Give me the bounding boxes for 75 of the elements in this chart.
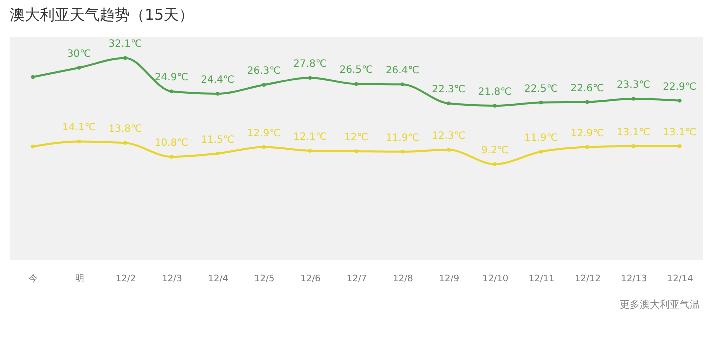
point (77, 66, 82, 70)
x-tick-label: 12/2 (116, 274, 136, 284)
x-tick-label: 12/6 (300, 274, 322, 284)
x-tick-label: 12/7 (346, 274, 368, 284)
point (308, 76, 312, 80)
x-tick-label: 今 (29, 274, 38, 284)
point (632, 144, 636, 148)
point (31, 144, 35, 149)
x-tick-label: 12/11 (528, 274, 555, 284)
point (400, 82, 405, 87)
data-label: 24.9℃ (154, 72, 188, 84)
data-label: 24.4℃ (201, 74, 235, 86)
point (216, 152, 220, 156)
point (124, 56, 128, 60)
x-tick-label: 12/3 (162, 274, 182, 284)
point (31, 75, 35, 80)
x-tick-label: 12/9 (439, 274, 460, 284)
point (586, 100, 590, 104)
x-tick-label: 12/8 (393, 274, 414, 284)
data-label: 11.9℃ (524, 132, 558, 144)
point (124, 141, 128, 145)
point (586, 145, 590, 150)
point (170, 90, 174, 94)
data-label: 22.9℃ (663, 82, 697, 93)
data-label: 23.3℃ (616, 80, 650, 92)
point (308, 149, 312, 153)
data-label: 10.8℃ (154, 138, 188, 150)
data-label: 30℃ (67, 48, 92, 60)
text: 更多澳大利亚气温 (620, 299, 700, 311)
x-tick-label: 12/10 (482, 274, 509, 284)
x-tick-label: 12/4 (208, 274, 229, 284)
data-label: 9.2℃ (482, 145, 509, 156)
point (170, 155, 174, 159)
data-label: 27.8℃ (294, 59, 328, 70)
x-tick-label: 12/13 (621, 274, 648, 284)
data-label: 22.6℃ (570, 83, 604, 94)
data-label: 12.9℃ (570, 128, 604, 140)
point (539, 150, 544, 154)
data-label: 13.8℃ (108, 124, 142, 136)
data-label: 13.1℃ (616, 127, 650, 138)
x-tick-label: 12/12 (575, 274, 601, 284)
point (678, 144, 682, 148)
data-label: 12.1℃ (294, 132, 328, 143)
x-tick-label: 12/5 (254, 274, 275, 284)
point (678, 99, 682, 103)
data-label: 26.3℃ (247, 66, 281, 78)
data-label: 32.1℃ (108, 39, 142, 50)
point (216, 92, 220, 96)
data-label: 21.8℃ (478, 87, 512, 98)
point (262, 145, 266, 150)
point (77, 140, 82, 144)
data-label: 26.5℃ (340, 65, 374, 76)
data-label: 11.5℃ (201, 134, 235, 146)
point (539, 100, 544, 105)
data-label: 26.4℃ (386, 66, 420, 77)
point (447, 102, 451, 106)
chart-title: 澳大利亚天气趋势（15天） (10, 6, 194, 24)
point (632, 97, 636, 101)
x-tick-label: 12/14 (667, 274, 694, 284)
point (354, 82, 358, 86)
data-label: 12.3℃ (432, 131, 466, 142)
point (447, 148, 451, 152)
data-label: 22.5℃ (524, 84, 558, 95)
data-label: 12℃ (344, 132, 368, 144)
x-tick-label: 明 (75, 274, 84, 284)
data-label: 11.9℃ (386, 132, 420, 144)
data-label: 12.9℃ (247, 128, 281, 140)
data-label: 14.1℃ (62, 122, 96, 134)
point (493, 162, 497, 166)
point (400, 150, 405, 154)
data-label: 13.1℃ (663, 127, 697, 138)
point (354, 150, 358, 154)
data-label: 22.3℃ (432, 84, 466, 96)
point (493, 104, 497, 108)
point (262, 83, 266, 87)
